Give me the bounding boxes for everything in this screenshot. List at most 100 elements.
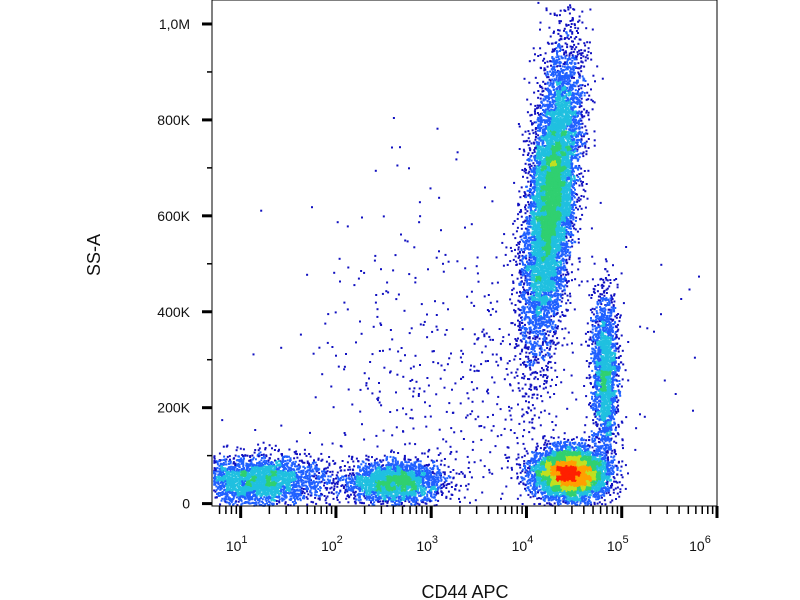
event-dot bbox=[513, 288, 515, 290]
event-dot bbox=[535, 207, 537, 209]
event-dot bbox=[567, 254, 569, 256]
event-dot bbox=[515, 372, 517, 374]
event-dot bbox=[526, 177, 528, 179]
event-dot bbox=[578, 238, 580, 240]
event-dot bbox=[580, 141, 582, 143]
event-dot bbox=[590, 88, 592, 90]
event-dot bbox=[569, 13, 571, 15]
event-dot bbox=[563, 265, 565, 267]
event-dot bbox=[584, 170, 586, 172]
event-dot bbox=[586, 54, 588, 56]
event-dot bbox=[514, 311, 516, 313]
event-dot bbox=[577, 27, 579, 29]
event-dot bbox=[551, 68, 553, 70]
event-dot bbox=[554, 13, 556, 15]
event-dot bbox=[533, 47, 535, 49]
event-dot bbox=[590, 52, 592, 54]
event-dot bbox=[530, 374, 532, 376]
event-dot bbox=[577, 53, 579, 55]
event-dot bbox=[582, 52, 584, 54]
event-dot bbox=[564, 28, 566, 30]
event-dot bbox=[557, 56, 559, 58]
event-dot bbox=[521, 408, 523, 410]
event-dot bbox=[565, 274, 567, 276]
event-dot bbox=[551, 379, 553, 381]
event-dot bbox=[580, 87, 582, 89]
event-dot bbox=[581, 22, 583, 24]
event-dot bbox=[521, 306, 523, 308]
event-dot bbox=[524, 78, 526, 80]
event-dot bbox=[535, 321, 537, 323]
event-dot bbox=[559, 316, 561, 318]
event-dot bbox=[574, 150, 576, 152]
event-dot bbox=[523, 377, 525, 379]
event-dot bbox=[514, 347, 516, 349]
event-dot bbox=[548, 312, 550, 314]
event-dot bbox=[574, 27, 576, 29]
event-dot bbox=[555, 348, 557, 350]
event-dot bbox=[577, 62, 579, 64]
event-dot bbox=[590, 59, 592, 61]
event-dot bbox=[573, 224, 575, 226]
event-dot bbox=[577, 43, 579, 45]
event-dot bbox=[579, 261, 581, 263]
event-dot bbox=[584, 85, 586, 87]
event-dot bbox=[577, 135, 579, 137]
event-dot bbox=[581, 185, 583, 187]
event-dot bbox=[580, 57, 582, 59]
event-dot bbox=[523, 332, 525, 334]
event-dot bbox=[578, 242, 580, 244]
event-dot bbox=[554, 72, 556, 74]
event-dot bbox=[504, 428, 506, 430]
event-dot bbox=[564, 328, 566, 330]
event-dot bbox=[535, 376, 537, 378]
event-dot bbox=[553, 321, 555, 323]
event-dot bbox=[510, 415, 512, 417]
event-dot bbox=[529, 166, 531, 168]
event-dot bbox=[511, 372, 513, 374]
event-dot bbox=[580, 152, 582, 154]
event-dot bbox=[570, 236, 572, 238]
event-dot bbox=[527, 226, 529, 228]
event-dot bbox=[528, 396, 530, 398]
event-dot bbox=[517, 320, 519, 322]
event-dot bbox=[574, 278, 576, 280]
event-dot bbox=[579, 205, 581, 207]
event-dot bbox=[521, 186, 523, 188]
event-dot bbox=[519, 148, 521, 150]
event-dot bbox=[512, 322, 514, 324]
event-dot bbox=[518, 246, 520, 248]
event-dot bbox=[519, 358, 521, 360]
event-dot bbox=[588, 147, 590, 149]
event-dot bbox=[558, 251, 560, 253]
event-dot bbox=[520, 364, 522, 366]
event-dot bbox=[547, 82, 549, 84]
event-dot bbox=[540, 395, 542, 397]
event-dot bbox=[578, 94, 580, 96]
event-dot bbox=[512, 282, 514, 284]
event-dot bbox=[539, 105, 541, 107]
event-dot bbox=[534, 53, 536, 55]
event-dot bbox=[584, 147, 586, 149]
event-dot bbox=[519, 321, 521, 323]
event-dot bbox=[517, 227, 519, 229]
event-dot bbox=[548, 355, 550, 357]
event-dot bbox=[528, 358, 530, 360]
event-dot bbox=[519, 390, 521, 392]
event-dot bbox=[535, 131, 537, 133]
event-dot bbox=[525, 356, 527, 358]
event-dot bbox=[541, 102, 543, 104]
event-dot bbox=[584, 125, 586, 127]
event-dot bbox=[573, 171, 575, 173]
event-dot bbox=[559, 50, 561, 52]
event-dot bbox=[560, 305, 562, 307]
event-dot bbox=[560, 36, 562, 38]
event-dot bbox=[575, 217, 577, 219]
event-dot bbox=[585, 153, 587, 155]
event-dot bbox=[550, 346, 552, 348]
event-dot bbox=[586, 92, 588, 94]
event-dot bbox=[548, 319, 550, 321]
event-dot bbox=[543, 292, 545, 294]
event-dot bbox=[531, 165, 533, 167]
event-dot bbox=[509, 343, 511, 345]
